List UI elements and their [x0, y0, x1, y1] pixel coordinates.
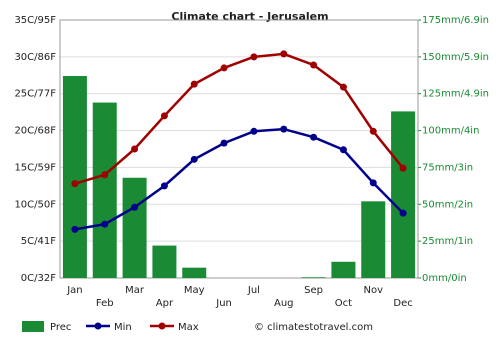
x-tick-label: Jul — [247, 285, 260, 296]
point — [339, 83, 347, 91]
x-tick-label: Nov — [363, 285, 383, 296]
point — [101, 171, 109, 179]
point — [250, 53, 258, 61]
point — [71, 225, 79, 233]
x-tick-label: Sep — [304, 285, 323, 296]
x-tick-label: Mar — [125, 285, 145, 296]
point — [280, 50, 288, 58]
legend-swatch — [94, 322, 102, 330]
point — [160, 182, 168, 190]
y-tick-label: 30C/86F — [14, 52, 56, 63]
x-tick-label: Jan — [66, 285, 82, 296]
point — [160, 112, 168, 120]
y2-tick-label: 0mm/0in — [422, 273, 467, 284]
plot-frame — [59, 19, 419, 279]
point — [280, 125, 288, 133]
y-tick-label: 15C/59F — [14, 162, 56, 173]
chart-title: Climate chart - Jerusalem — [171, 10, 328, 23]
x-tick-label: Apr — [156, 298, 174, 309]
point — [220, 64, 228, 72]
y2-tick-label: 25mm/1in — [422, 236, 473, 247]
bar — [331, 261, 356, 278]
point — [190, 155, 198, 163]
bar — [62, 76, 87, 278]
point — [369, 179, 377, 187]
point — [131, 145, 139, 153]
bar — [152, 245, 177, 278]
x-tick-label: Aug — [274, 298, 294, 309]
point — [190, 80, 198, 88]
y2-tick-label: 125mm/4.9in — [422, 89, 489, 100]
point — [71, 180, 79, 188]
legend-label: Max — [178, 322, 199, 333]
y2-tick-label: 175mm/6.9in — [422, 15, 489, 26]
point — [399, 164, 407, 172]
y-tick-label: 5C/41F — [21, 236, 56, 247]
legend-swatch — [22, 321, 44, 332]
x-tick-label: Feb — [96, 298, 114, 309]
point — [399, 209, 407, 217]
bar — [301, 277, 326, 278]
y2-tick-label: 50mm/2in — [422, 199, 473, 210]
x-tick-label: Oct — [335, 298, 352, 309]
bar — [92, 102, 117, 278]
point — [131, 203, 139, 211]
bar — [182, 267, 207, 278]
point — [310, 133, 318, 141]
y2-tick-label: 150mm/5.9in — [422, 52, 489, 63]
point — [250, 127, 258, 135]
bar — [361, 201, 386, 278]
point — [339, 146, 347, 154]
line — [74, 127, 404, 231]
y-tick-label: 10C/50F — [14, 199, 56, 210]
x-tick-label: May — [184, 285, 205, 296]
legend-label: Min — [114, 322, 132, 333]
y2-tick-label: 100mm/4in — [422, 126, 479, 137]
point — [220, 139, 228, 147]
x-tick-label: Dec — [393, 298, 412, 309]
y-tick-label: 25C/77F — [14, 89, 56, 100]
legend-label: Prec — [50, 322, 71, 333]
y2-tick-label: 75mm/3in — [422, 162, 473, 173]
point — [310, 61, 318, 69]
y-tick-label: 20C/68F — [14, 126, 56, 137]
point — [101, 220, 109, 228]
credit: © climatestotravel.com — [254, 322, 373, 333]
bar — [122, 177, 147, 278]
y-tick-label: 35C/95F — [14, 15, 56, 26]
y-tick-label: 0C/32F — [21, 273, 56, 284]
point — [369, 127, 377, 135]
x-tick-label: Jun — [215, 298, 232, 309]
line — [74, 52, 405, 185]
legend-swatch — [158, 322, 166, 330]
bar — [391, 111, 416, 278]
